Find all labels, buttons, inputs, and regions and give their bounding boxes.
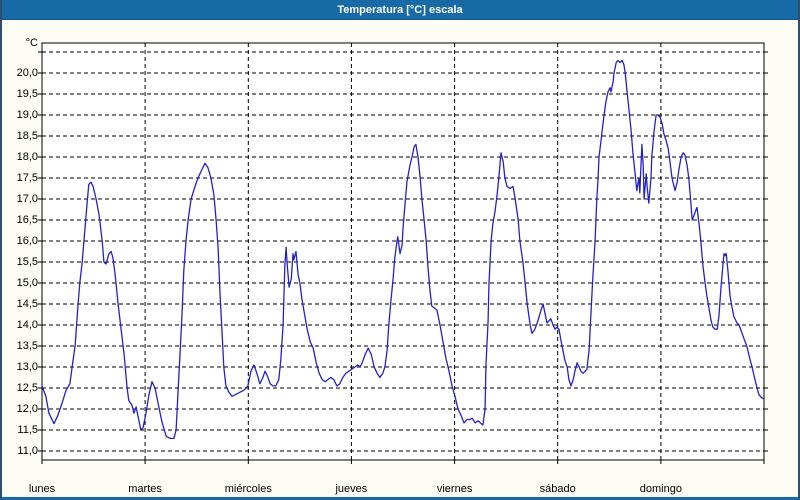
x-tick-date-label: 24/11/12 (506, 496, 610, 497)
x-tick-day-label: viernes (436, 483, 473, 495)
x-tick-date-label: 20/11/12 (93, 496, 197, 497)
x-tick-label: lunes19/11/12 (2, 483, 94, 497)
y-tick-label: 12,5 (16, 381, 38, 394)
x-tick-label: jueves22/11/12 (299, 483, 403, 497)
x-tick-date-label: 23/11/12 (403, 496, 507, 497)
x-tick-label: miércoles21/11/12 (196, 483, 300, 497)
y-tick-label: 14,0 (16, 318, 38, 331)
y-axis-unit-label: °C (25, 37, 38, 49)
window-title: Temperatura [°C] escala (337, 4, 463, 16)
plot-border (41, 42, 765, 461)
x-tick-label: sábado24/11/12 (506, 483, 610, 497)
x-tick-day-label: martes (128, 483, 162, 495)
y-tick-label: 11,0 (17, 444, 38, 457)
y-tick-label: 15,0 (16, 276, 38, 289)
x-tick-day-label: lunes (28, 483, 56, 495)
temperature-line (41, 59, 764, 440)
y-tick-label: 17,5 (16, 171, 38, 184)
x-tick-date-label: 21/11/12 (196, 496, 300, 497)
x-tick-label: viernes23/11/12 (403, 483, 507, 497)
y-tick-label: 19,5 (16, 87, 38, 100)
x-tick-label: martes20/11/12 (93, 483, 197, 497)
x-tick-date-label: 19/11/12 (2, 496, 94, 497)
y-tick-label: 19,0 (16, 108, 38, 121)
x-tick-date-label: 22/11/12 (299, 496, 403, 497)
y-tick-label: 18,0 (16, 150, 38, 163)
y-tick-label: 11,5 (17, 423, 38, 436)
y-tick-label: 20,0 (16, 66, 38, 79)
x-tick-date-label: 25/11/12 (609, 496, 713, 497)
title-bar: Temperatura [°C] escala (2, 0, 798, 20)
x-tick-day-label: sábado (539, 483, 576, 495)
y-tick-label: 12,0 (16, 402, 38, 415)
x-tick-label: domingo25/11/12 (609, 483, 713, 497)
y-tick-label: 16,0 (16, 234, 38, 247)
y-tick-label: 16,5 (16, 213, 38, 226)
y-tick-label: 18,5 (16, 129, 38, 142)
x-tick-day-label: jueves (335, 483, 368, 495)
y-tick-label: 17,0 (16, 192, 38, 205)
y-tick-label: 14,5 (16, 297, 38, 310)
y-tick-label: 13,5 (16, 339, 38, 352)
x-tick-day-label: domingo (639, 483, 682, 495)
y-tick-label: 13,0 (16, 360, 38, 373)
y-tick-label: 15,5 (16, 255, 38, 268)
chart-area: °C 20,0 19,5 19,0 18,5 18,0 17,5 17,0 16,5 16,0 1… (2, 20, 798, 497)
x-tick-day-label: miércoles (224, 483, 272, 495)
temperature-chart (38, 42, 768, 464)
